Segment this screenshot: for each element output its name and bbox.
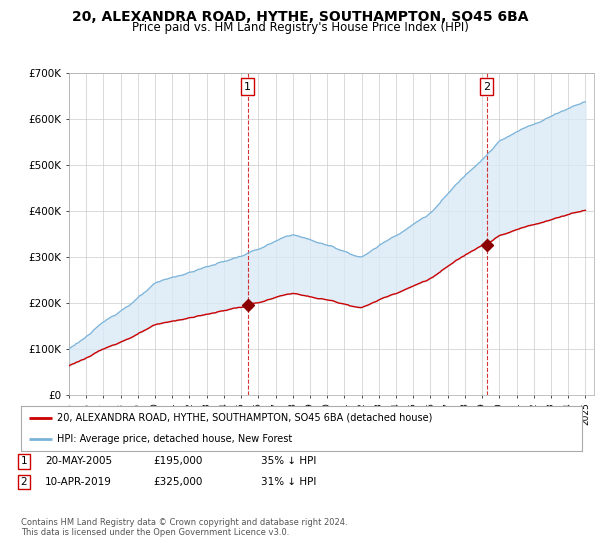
Text: £195,000: £195,000 <box>153 456 202 466</box>
Text: 20-MAY-2005: 20-MAY-2005 <box>45 456 112 466</box>
Text: 1: 1 <box>244 82 251 92</box>
Text: 20, ALEXANDRA ROAD, HYTHE, SOUTHAMPTON, SO45 6BA (detached house): 20, ALEXANDRA ROAD, HYTHE, SOUTHAMPTON, … <box>58 413 433 423</box>
Text: 10-APR-2019: 10-APR-2019 <box>45 477 112 487</box>
Text: Price paid vs. HM Land Registry's House Price Index (HPI): Price paid vs. HM Land Registry's House … <box>131 21 469 34</box>
Text: 31% ↓ HPI: 31% ↓ HPI <box>261 477 316 487</box>
Text: HPI: Average price, detached house, New Forest: HPI: Average price, detached house, New … <box>58 434 293 444</box>
Text: 1: 1 <box>20 456 28 466</box>
Text: 35% ↓ HPI: 35% ↓ HPI <box>261 456 316 466</box>
Text: 20, ALEXANDRA ROAD, HYTHE, SOUTHAMPTON, SO45 6BA: 20, ALEXANDRA ROAD, HYTHE, SOUTHAMPTON, … <box>72 10 528 24</box>
Text: 2: 2 <box>483 82 490 92</box>
Text: 2: 2 <box>20 477 28 487</box>
Text: Contains HM Land Registry data © Crown copyright and database right 2024.
This d: Contains HM Land Registry data © Crown c… <box>21 518 347 538</box>
Text: £325,000: £325,000 <box>153 477 202 487</box>
